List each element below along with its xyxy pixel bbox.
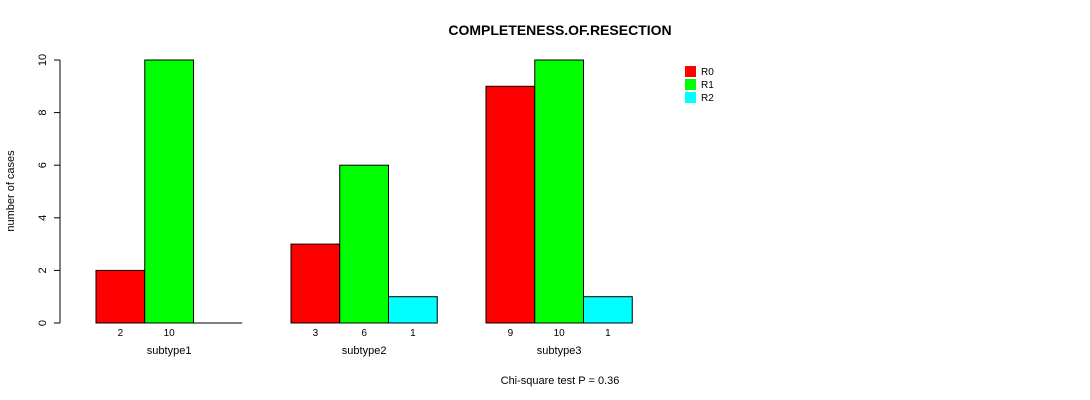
group-labels: subtype1 subtype2 subtype3	[147, 345, 582, 357]
bar-value-label: 2	[118, 328, 124, 339]
y-tick-label: 2	[37, 267, 49, 273]
bars	[95, 59, 633, 324]
bar-subtype2-R0	[290, 243, 341, 324]
legend-swatch-R2	[685, 92, 696, 103]
bar-subtype1-R1	[144, 59, 194, 324]
chart-subtitle: Chi-square test P = 0.36	[501, 375, 620, 387]
y-tick-label: 0	[37, 320, 49, 326]
y-tick-label: 4	[37, 215, 49, 221]
legend-swatch-R1	[685, 79, 696, 90]
legend-label-R2: R2	[701, 93, 714, 104]
bar-subtype2-R2	[388, 296, 438, 324]
bar-value-label: 9	[508, 328, 514, 339]
bar-subtype2-R1	[339, 164, 389, 324]
y-tick-label: 8	[37, 110, 49, 116]
bar-value-label: 6	[361, 328, 367, 339]
bar-value-label: 3	[313, 328, 319, 339]
legend-label-R0: R0	[701, 67, 714, 78]
y-axis-label: number of cases	[5, 150, 17, 232]
category-label: subtype1	[147, 345, 192, 357]
legend: R0 R1 R2	[685, 66, 714, 104]
bar-subtype3-R1	[534, 59, 584, 324]
chart-title: COMPLETENESS.OF.RESECTION	[448, 22, 671, 38]
y-tick-label: 6	[37, 162, 49, 168]
legend-label-R1: R1	[701, 80, 714, 91]
bar-subtype1-R0	[95, 269, 146, 324]
y-axis: 0 2 4 6 8 10	[37, 54, 61, 326]
category-label: subtype3	[537, 345, 582, 357]
bar-value-label: 10	[554, 328, 566, 339]
bar-value-label: 1	[410, 328, 416, 339]
bar-value-label: 10	[164, 328, 176, 339]
bar-labels: 2 10 3 6 1 9 10 1	[118, 328, 612, 339]
bar-subtype3-R0	[485, 85, 536, 324]
bar-subtype3-R2	[583, 296, 633, 324]
bar-value-label: 1	[605, 328, 611, 339]
category-label: subtype2	[342, 345, 387, 357]
y-tick-label: 10	[37, 54, 49, 66]
legend-swatch-R0	[685, 66, 696, 77]
